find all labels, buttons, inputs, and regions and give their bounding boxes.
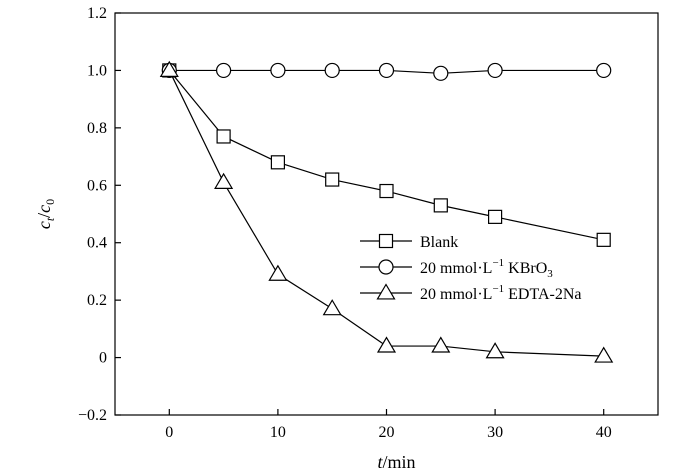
data-point [324,62,340,79]
data-point [325,172,340,187]
y-tick-label: 0.8 [87,120,107,137]
x-tick-label: 10 [270,424,286,441]
x-tick-label: 40 [596,424,612,441]
legend-entry: Blank [360,233,458,251]
data-point [433,65,449,81]
series-square [162,63,611,247]
series-line [168,70,604,357]
y-tick-label: 0.2 [87,292,107,309]
x-tick-label: 30 [487,424,503,441]
legend-marker [376,283,396,300]
series-line [169,69,604,74]
series-circle [161,62,612,81]
data-point [379,183,394,199]
x-axis-label: t/min [377,452,415,472]
y-tick-label: 0 [99,350,107,367]
x-tick-label: 0 [165,424,173,441]
data-point [270,155,285,170]
data-point [487,62,503,79]
data-point [433,198,448,213]
data-point [322,299,342,316]
data-point [485,342,505,359]
y-tick-label: 0.4 [87,235,107,252]
x-tick-label: 20 [379,424,395,441]
data-point [376,336,397,353]
data-point [216,129,231,144]
y-tick-label: 1.2 [87,5,107,22]
legend-marker [378,233,394,249]
legend-marker [378,259,394,275]
legend-label: 20 mmol·L−1 KBrO3 [420,257,553,280]
y-tick-label: −0.2 [78,407,107,424]
data-point [594,346,614,363]
data-point [596,232,611,247]
y-axis-label: ct/c0 [34,199,57,229]
legend-entry: 20 mmol·L−1 EDTA-2Na [360,283,582,303]
data-point [431,336,451,353]
legend-label: 20 mmol·L−1 EDTA-2Na [420,283,582,303]
data-point [159,60,179,77]
data-point [214,172,234,189]
series-line [168,70,604,241]
data-point [270,62,286,79]
data-point [378,62,395,79]
legend-label: Blank [420,234,458,251]
series-triangle [159,60,614,363]
data-point [268,264,288,281]
data-point [216,62,232,79]
legend-entry: 20 mmol·L−1 KBrO3 [360,257,553,280]
y-tick-label: 1.0 [87,62,107,79]
y-tick-label: 0.6 [87,177,107,194]
data-point [596,62,612,79]
data-point [488,209,503,224]
